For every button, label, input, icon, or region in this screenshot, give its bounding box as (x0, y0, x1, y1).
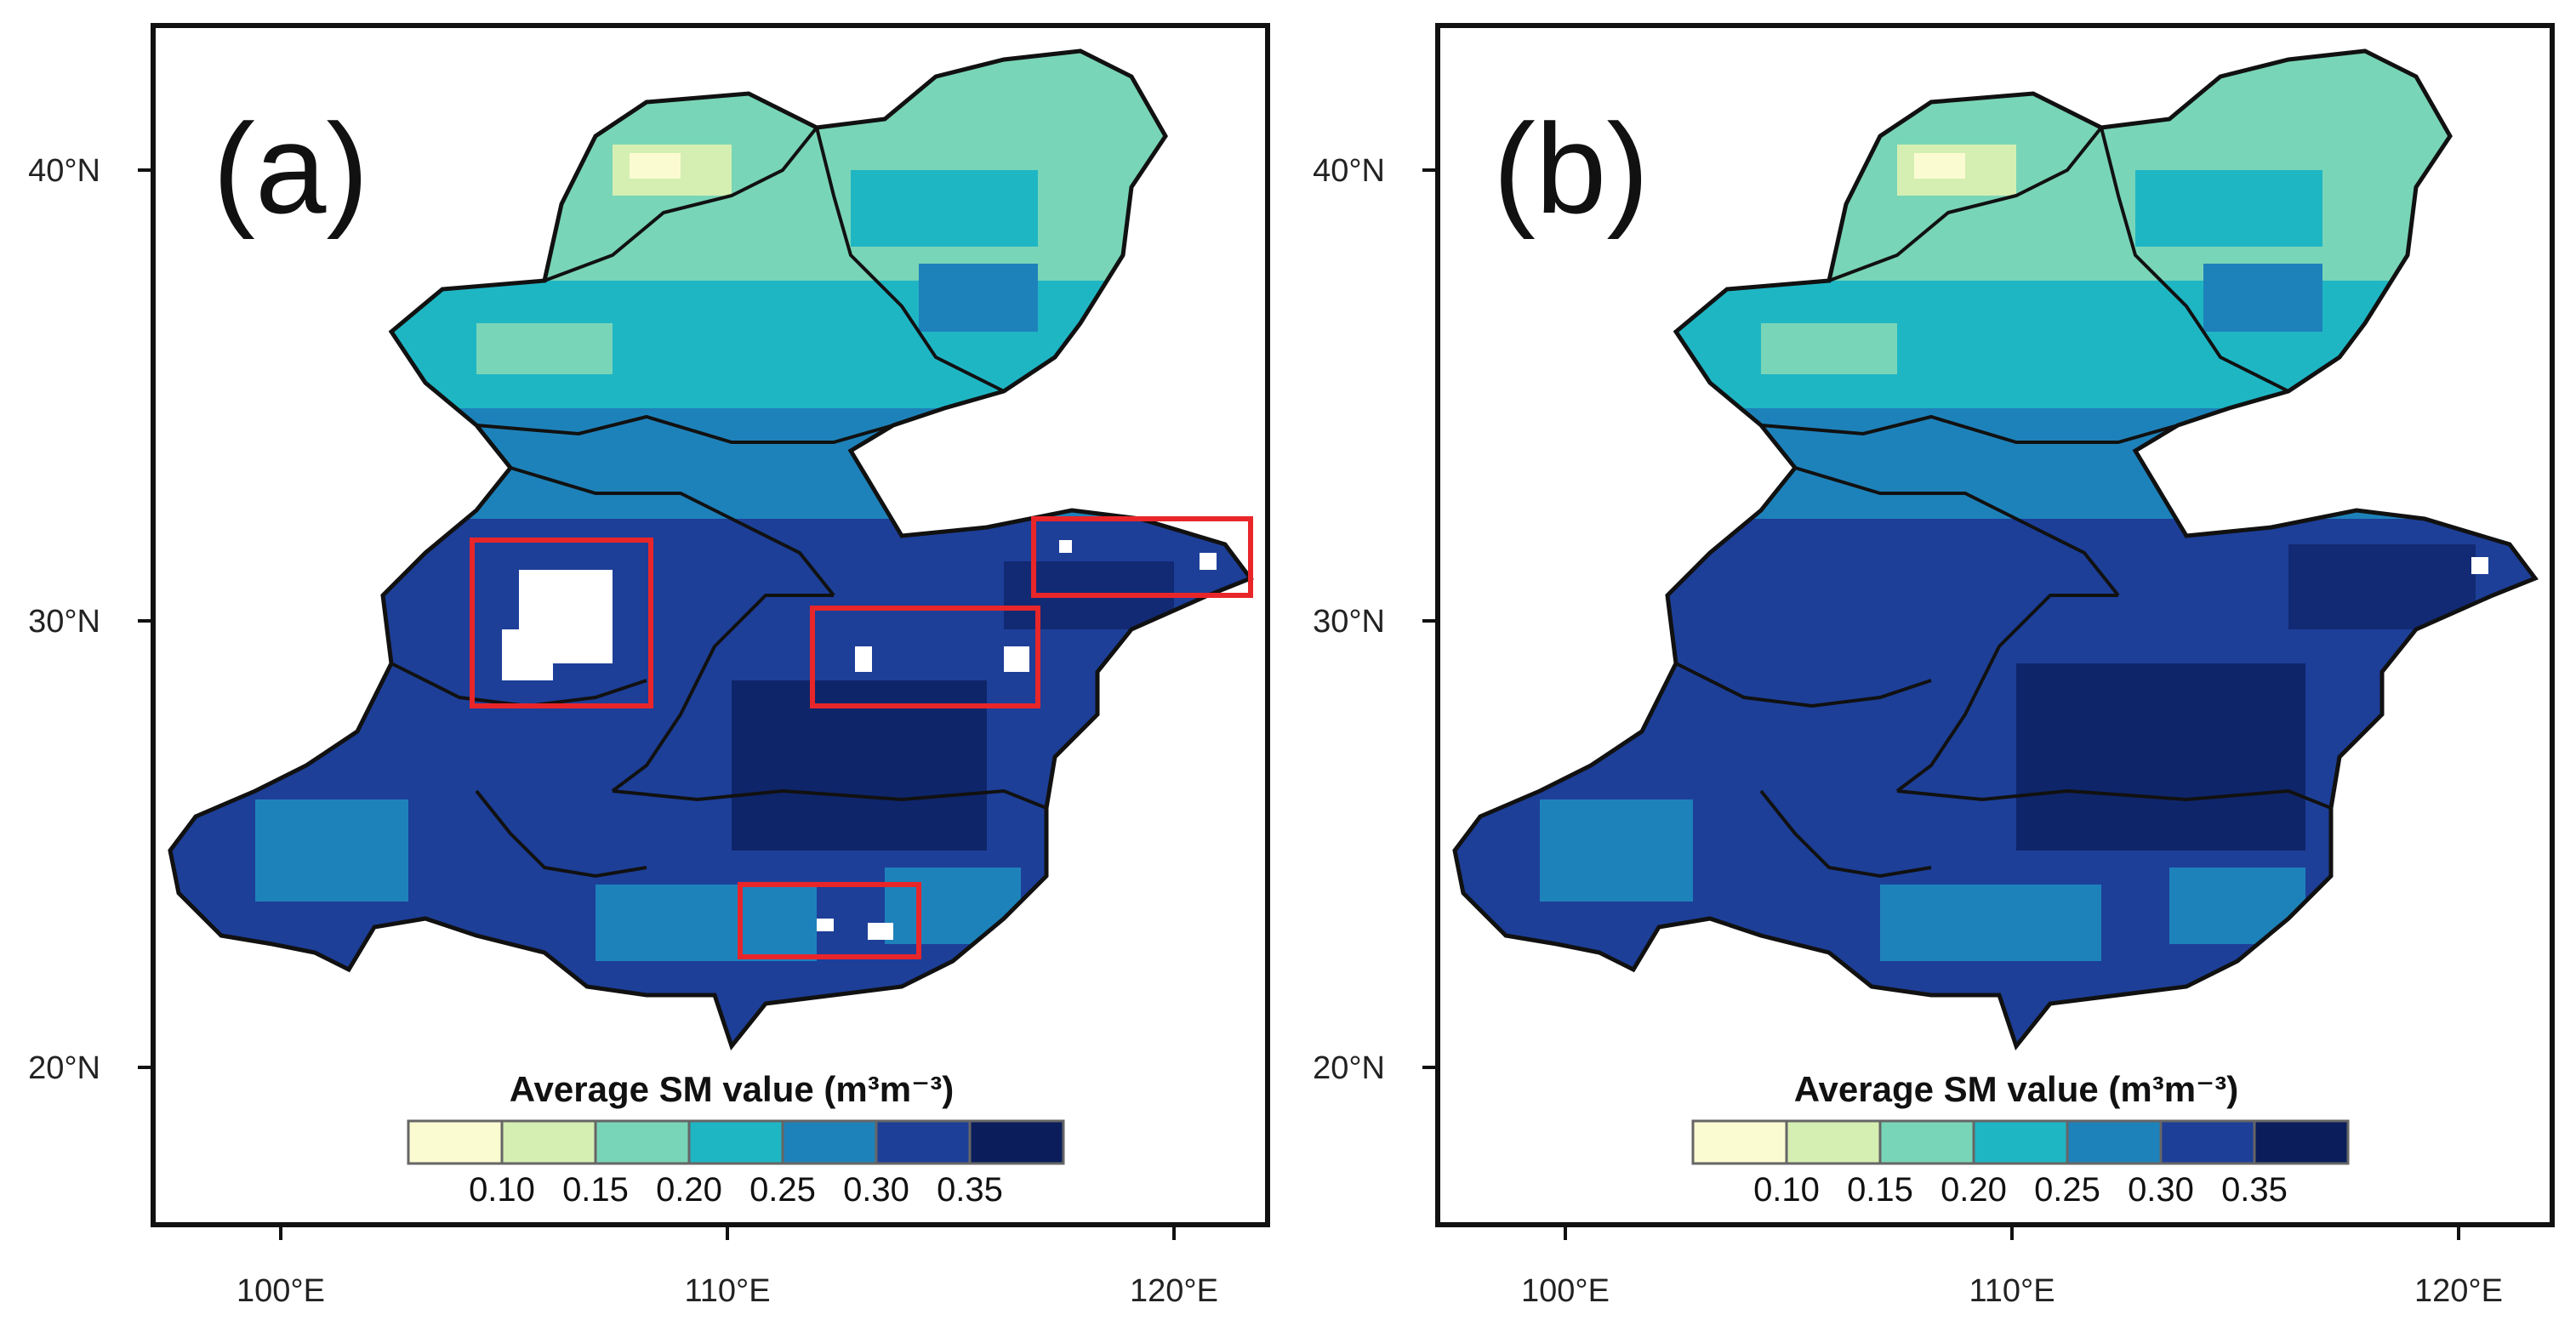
colorbar-a (407, 1119, 1065, 1165)
colorbar-segment (968, 1119, 1065, 1165)
dry-patch (1914, 153, 1965, 179)
lon-tick-label: 110°E (684, 1273, 770, 1309)
missing-cells (817, 919, 834, 931)
colorbar-tick: 0.15 (562, 1171, 629, 1209)
missing-cells (2471, 557, 2488, 574)
wet-patch (2016, 663, 2305, 851)
colorbar-b (1691, 1119, 2350, 1165)
lon-tick-label: 120°E (1130, 1273, 1218, 1309)
lon-ticks-b (1564, 1225, 2460, 1240)
colorbar-segment (875, 1119, 972, 1165)
highlight-box (810, 606, 1040, 708)
missing-cells (868, 923, 893, 940)
mid-patch (476, 323, 613, 374)
dry-patch (630, 153, 681, 179)
highlight-box (1031, 516, 1253, 598)
panel-a: 40°N 30°N 20°N 100°E 110°E 120°E (a) Ave… (28, 23, 1270, 1309)
lon-tick-label: 120°E (2414, 1273, 2503, 1309)
colorbar-segment (687, 1119, 784, 1165)
colorbar-segment (2066, 1119, 2163, 1165)
missing-cells (855, 646, 872, 672)
colorbar-tick: 0.10 (469, 1171, 535, 1209)
highlight-box (738, 882, 921, 959)
mid-patch (2135, 170, 2322, 247)
lat-tick-label: 20°N (1313, 1050, 1385, 1086)
colorbar-tick: 0.35 (937, 1171, 1003, 1209)
colorbar-segment (2159, 1119, 2256, 1165)
lat-ticks-b (1422, 168, 1438, 1069)
wet-patch (732, 680, 987, 851)
colorbar-tick: 0.20 (656, 1171, 722, 1209)
colorbar-tick: 0.25 (2034, 1171, 2100, 1209)
light-patch (698, 476, 885, 519)
light-patch (1982, 476, 2169, 519)
highlight-box (470, 538, 653, 708)
province-boundary (390, 126, 1047, 879)
region-boundary (168, 48, 1254, 1051)
colorbar-tick: 0.30 (2128, 1171, 2194, 1209)
lat-ticks-a (138, 168, 153, 1069)
mid-patch (851, 170, 1038, 247)
light-patch (1880, 885, 2101, 961)
lon-tick-label: 110°E (1969, 1273, 2055, 1309)
mid-patch (1761, 323, 1897, 374)
lon-tick-label: 100°E (1521, 1273, 1610, 1309)
mid-patch (2203, 264, 2322, 332)
missing-cells (1059, 540, 1072, 553)
highlight-boxes (470, 516, 1253, 959)
missing-cells (502, 629, 553, 680)
colorbar-tick: 0.10 (1753, 1171, 1820, 1209)
missing-cells (1200, 553, 1217, 570)
colorbar-tick: 0.25 (749, 1171, 816, 1209)
province-boundary (1675, 126, 2332, 879)
light-patch (596, 885, 817, 961)
colorbar-tick: 0.15 (1847, 1171, 1913, 1209)
colorbar-tick: 0.20 (1941, 1171, 2007, 1209)
colorbar-segment (1785, 1119, 1882, 1165)
region-boundary (1452, 48, 2539, 1051)
panel-label: (b) (1493, 97, 1649, 240)
mid-patch (919, 264, 1038, 332)
lat-tick-label: 20°N (28, 1050, 100, 1086)
colorbar-tick: 0.35 (2221, 1171, 2288, 1209)
lat-tick-label: 40°N (28, 153, 100, 189)
colorbar-title: Average SM value (m³m⁻³) (1794, 1069, 2238, 1109)
light-patch (255, 799, 408, 902)
colorbar-segment (407, 1119, 504, 1165)
panel-label: (a) (213, 97, 368, 240)
colorbar-segment (2253, 1119, 2350, 1165)
lat-tick-label: 30°N (28, 604, 100, 640)
missing-cells (1004, 646, 1029, 672)
colorbar-segment (594, 1119, 691, 1165)
colorbar-segment (1878, 1119, 1975, 1165)
colorbar-segment (500, 1119, 597, 1165)
colorbar-tick: 0.30 (843, 1171, 909, 1209)
colorbar-title: Average SM value (m³m⁻³) (510, 1069, 954, 1109)
light-patch (1540, 799, 1693, 902)
colorbar-segment (781, 1119, 878, 1165)
colorbar-segment (1691, 1119, 1788, 1165)
lat-tick-label: 30°N (1313, 604, 1385, 640)
colorbar-segment (1972, 1119, 2069, 1165)
lon-tick-label: 100°E (237, 1273, 325, 1309)
panel-b: 40°N 30°N 20°N 100°E 110°E 120°E (b) Ave… (1313, 23, 2555, 1309)
lat-tick-label: 40°N (1313, 153, 1385, 189)
lon-ticks-a (279, 1225, 1176, 1240)
